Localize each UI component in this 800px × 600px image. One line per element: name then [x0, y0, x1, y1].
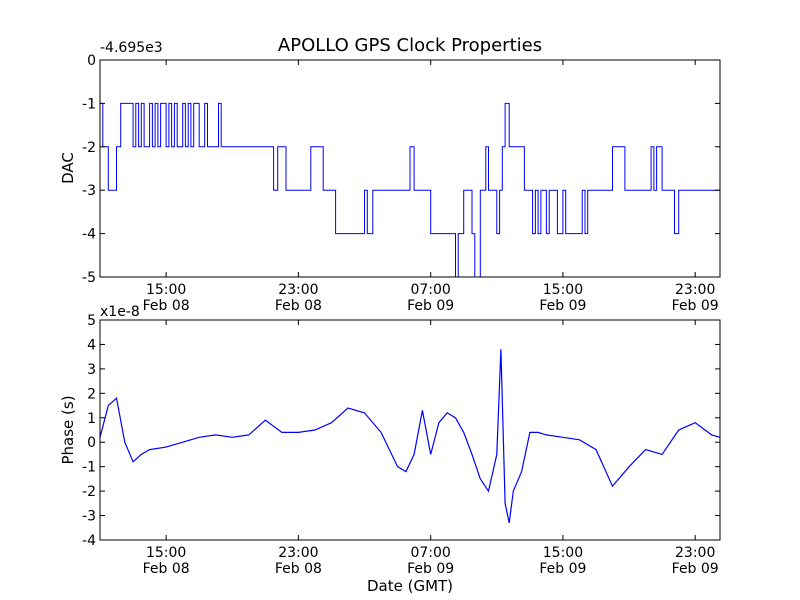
dac-x-tick-label-time: 23:00 — [675, 282, 715, 298]
phase-y-tick-label: -4 — [82, 533, 96, 549]
dac-y-tick-label: -4 — [82, 227, 96, 243]
phase-y-tick-label: 0 — [87, 435, 96, 451]
dac-y-tick-label: -1 — [82, 96, 96, 112]
phase-x-tick-label-time: 15:00 — [543, 545, 583, 561]
phase-y-tick-label: -2 — [82, 484, 96, 500]
chart-title: APOLLO GPS Clock Properties — [278, 35, 542, 56]
dac-y-axis-label: DAC — [59, 152, 77, 184]
phase-y-axis-label: Phase (s) — [59, 395, 77, 464]
dac-x-tick-label-time: 15:00 — [146, 282, 186, 298]
dac-y-ticks: 0 -1 -2 -3 -4 -5 — [82, 53, 720, 286]
phase-x-tick-label-date: Feb 08 — [143, 561, 190, 577]
dac-y-tick-label: -5 — [82, 270, 96, 286]
phase-x-tick-label-time: 23:00 — [278, 545, 318, 561]
phase-y-ticks: 5 4 3 2 1 0 -1 -2 -3 -4 — [82, 313, 720, 549]
dac-marks — [100, 102, 720, 278]
phase-marks — [99, 349, 721, 524]
dac-y-tick-label: -3 — [82, 183, 96, 199]
dac-x-tick-label-date: Feb 09 — [672, 298, 719, 314]
phase-y-tick-label: 1 — [87, 411, 96, 427]
dac-y-tick-label: 0 — [87, 53, 96, 69]
x-axis-label: Date (GMT) — [367, 577, 453, 595]
dac-x-tick-label-time: 07:00 — [410, 282, 450, 298]
phase-y-tick-label: 4 — [87, 337, 96, 353]
phase-x-tick-label-time: 15:00 — [146, 545, 186, 561]
phase-x-tick-label-date: Feb 08 — [275, 561, 322, 577]
phase-x-tick-label-time: 23:00 — [675, 545, 715, 561]
phase-x-tick-label-date: Feb 09 — [539, 561, 586, 577]
phase-y-tick-label: -3 — [82, 509, 96, 525]
dac-axes-frame — [99, 59, 721, 278]
dac-x-tick-label-date: Feb 08 — [275, 298, 322, 314]
phase-y-tick-label: 5 — [87, 313, 96, 329]
dac-x-tick-label-date: Feb 08 — [143, 298, 190, 314]
phase-axes-frame — [99, 319, 721, 541]
phase-y-tick-label: 2 — [87, 386, 96, 402]
phase-series-line — [99, 349, 721, 524]
dac-panel: APOLLO GPS Clock Properties -4.695e3 DAC… — [59, 35, 721, 314]
phase-x-tick-label-time: 07:00 — [410, 545, 450, 561]
phase-x-tick-label-date: Feb 09 — [407, 561, 454, 577]
phase-y-tick-label: 3 — [87, 362, 96, 378]
dac-x-tick-label-time: 23:00 — [278, 282, 318, 298]
phase-x-tick-label-date: Feb 09 — [672, 561, 719, 577]
dac-x-tick-label-date: Feb 09 — [407, 298, 454, 314]
dac-y-tick-label: -2 — [82, 140, 96, 156]
dac-offset-label: -4.695e3 — [100, 40, 163, 56]
phase-offset-label: x1e-8 — [100, 304, 140, 320]
phase-y-tick-label: -1 — [82, 460, 96, 476]
dac-series-line — [100, 102, 720, 278]
dac-x-tick-label-time: 15:00 — [543, 282, 583, 298]
dac-x-tick-label-date: Feb 09 — [539, 298, 586, 314]
